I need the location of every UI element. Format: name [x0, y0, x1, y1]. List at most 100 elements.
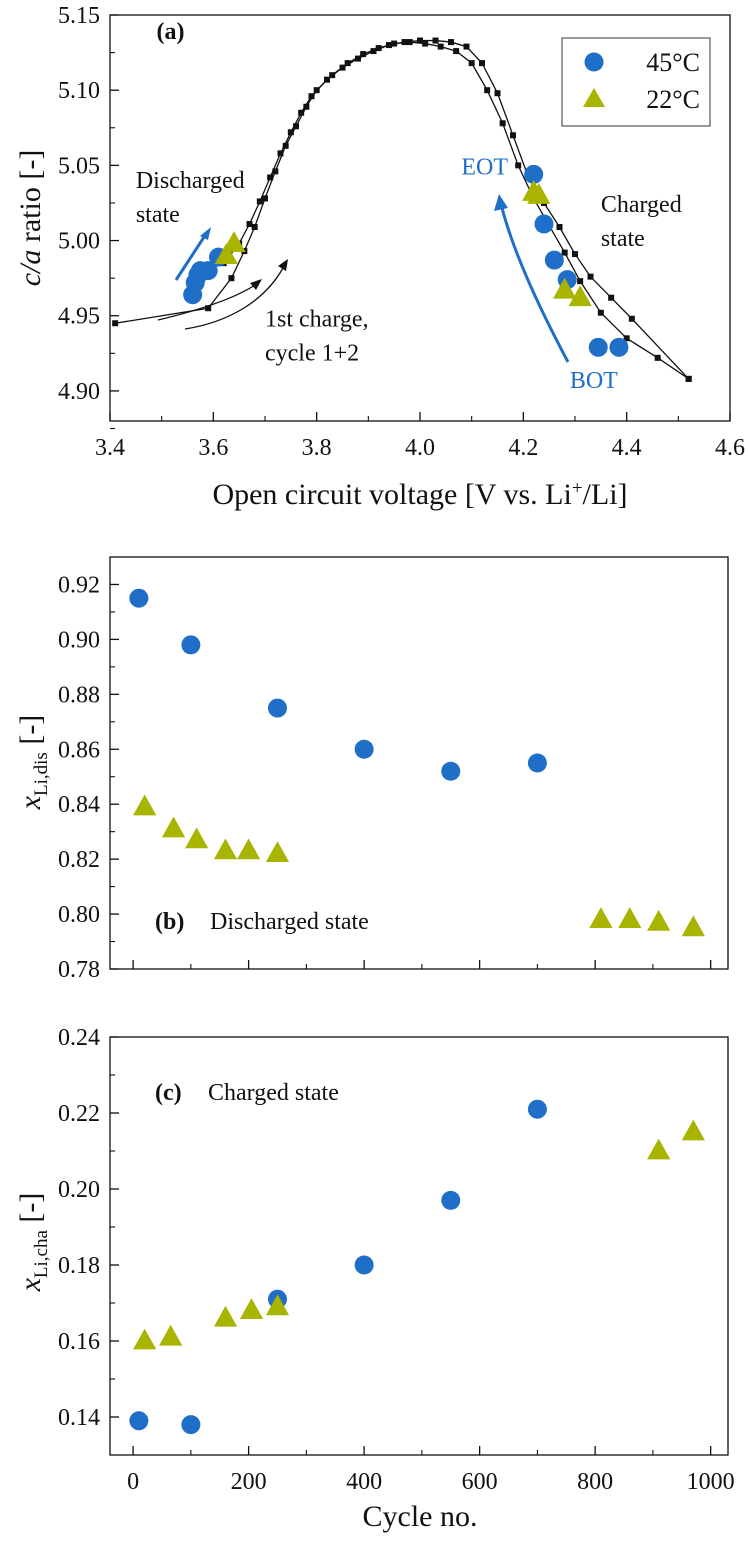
data-point-45c: [588, 337, 608, 357]
panel-b-ticks: 0.78 0.80 0.82 0.84 0.86 0.88 0.90 0.92: [58, 572, 712, 983]
panel-c-points: [129, 1099, 705, 1435]
panel-c-xlabel: Cycle no.: [363, 1500, 478, 1533]
data-point-45c: [129, 1411, 149, 1431]
legend-45c-marker: [584, 52, 604, 72]
panel-b-label: (b): [155, 909, 184, 935]
data-point-45c: [181, 635, 201, 655]
reference-curve-point: [479, 60, 485, 67]
annotation-text: cycle 1+2: [265, 340, 359, 366]
data-point-45c: [609, 337, 629, 357]
reference-curve-point: [370, 48, 377, 55]
y-tick-label: 0.92: [58, 572, 100, 598]
x-tick-label: 3.6: [198, 435, 228, 461]
y-tick-label: 0.90: [58, 627, 100, 653]
data-point-22c: [185, 827, 209, 849]
x-tick-label: 4.2: [508, 435, 538, 461]
reference-curve-point: [386, 42, 392, 49]
y-tick-label: 0.24: [58, 1025, 100, 1051]
data-point-22c: [681, 1119, 705, 1141]
reference-curve-point: [205, 305, 212, 312]
reference-curve-point: [228, 275, 235, 282]
data-point-22c: [239, 1298, 264, 1319]
reference-curve-point: [267, 174, 274, 181]
legend: 45°C 22°C: [561, 37, 711, 127]
reference-curve-point: [339, 64, 346, 71]
panel-a-ticks: 3.4 3.6 3.8 4.0 4.2 4.4 4.6 4.90 4.95 5.00 5.05 5.1…: [58, 3, 745, 461]
data-point-45c: [267, 698, 287, 718]
data-point-45c: [181, 1415, 201, 1435]
data-point-22c: [159, 1324, 183, 1346]
x-tick-label: 400: [346, 1469, 382, 1495]
data-point-22c: [568, 285, 592, 307]
panel-b-ylabel: xLi,dis [-]: [14, 715, 52, 811]
annotation-text: EOT: [461, 154, 508, 180]
panel-a: 3.4 3.6 3.8 4.0 4.2 4.4 4.6 4.90 4.95 5.00 5.05 5.1…: [14, 3, 745, 511]
reference-curve-point: [623, 335, 630, 342]
panel-c-ticks: 0 200 400 600 800 1000 0.14 0.16 0.18 0.20 0.22 0.2…: [58, 1025, 735, 1495]
y-tick-label: 5.15: [58, 3, 100, 29]
y-tick-label: 4.95: [58, 304, 100, 330]
data-point-22c: [527, 183, 551, 204]
data-point-22c: [265, 841, 290, 863]
data-point-22c: [213, 1305, 238, 1327]
y-tick-label: 5.00: [58, 229, 100, 255]
panel-c-label: (c): [155, 1080, 182, 1106]
black-arrow-first-charge-2: [184, 267, 284, 330]
reference-curve-point: [510, 132, 516, 139]
data-point-22c: [647, 1138, 671, 1160]
data-point-22c: [237, 838, 261, 860]
reference-curve-point: [272, 168, 279, 175]
reference-curve-point: [112, 320, 119, 327]
reference-curve-point: [556, 224, 563, 231]
reference-curve-point: [422, 40, 429, 47]
panel-a-ylabel: c/a ratio [-]: [14, 150, 47, 287]
reference-curve-point: [303, 103, 310, 110]
x-tick-label: 4.6: [715, 435, 745, 461]
x-tick-label: 4.4: [612, 435, 642, 461]
reference-curve-point: [685, 375, 692, 382]
data-point-22c: [589, 907, 613, 928]
y-tick-label: 0.80: [58, 902, 100, 928]
y-tick-label: 0.82: [58, 847, 100, 873]
reference-curve-point: [417, 37, 423, 44]
data-point-22c: [214, 243, 238, 264]
reference-curve-point: [468, 60, 475, 67]
reference-curve-point: [499, 120, 506, 127]
data-point-45c: [198, 261, 218, 281]
annotation-text: state: [136, 202, 180, 228]
data-point-45c: [441, 1190, 461, 1210]
data-point-45c: [534, 214, 554, 234]
data-point-22c: [647, 909, 671, 931]
reference-curve-point: [344, 60, 351, 67]
reference-curve-point: [256, 198, 263, 205]
reference-curve-point: [628, 315, 635, 322]
data-point-45c: [524, 164, 544, 184]
x-tick-label: 3.8: [302, 435, 332, 461]
black-arrow-first-charge-2-head: [278, 259, 288, 271]
reference-curve-point: [597, 309, 604, 316]
panel-b-points: [129, 588, 705, 937]
x-tick-label: 0: [127, 1469, 139, 1495]
reference-curve-point: [437, 43, 444, 50]
panel-c: 0 200 400 600 800 1000 0.14 0.16 0.18 0.20 0.22 0.2…: [14, 1025, 735, 1533]
y-tick-label: 0.84: [58, 792, 100, 818]
y-tick-label: 5.10: [58, 78, 100, 104]
legend-22c-label: 22°C: [646, 85, 700, 114]
blue-arrow-discharged: [174, 233, 208, 281]
reference-curve-point: [432, 37, 439, 44]
annotation-text: (a): [157, 19, 185, 45]
data-point-22c: [618, 907, 642, 928]
data-point-22c: [161, 816, 186, 838]
data-point-22c: [265, 1294, 290, 1316]
panel-c-ylabel: xLi,cha [-]: [14, 1193, 52, 1293]
panel-b-frame: [109, 556, 729, 970]
reference-curve-point: [355, 55, 361, 62]
y-tick-label: 5.05: [58, 153, 100, 179]
data-point-45c: [129, 588, 149, 608]
data-point-22c: [681, 915, 705, 937]
reference-curve-point: [654, 354, 661, 361]
panel-a-arrows: [157, 194, 570, 363]
reference-curve-point: [298, 109, 305, 116]
panel-b-title: Discharged state: [210, 909, 369, 935]
black-arrow-first-charge-1-head: [250, 279, 262, 290]
